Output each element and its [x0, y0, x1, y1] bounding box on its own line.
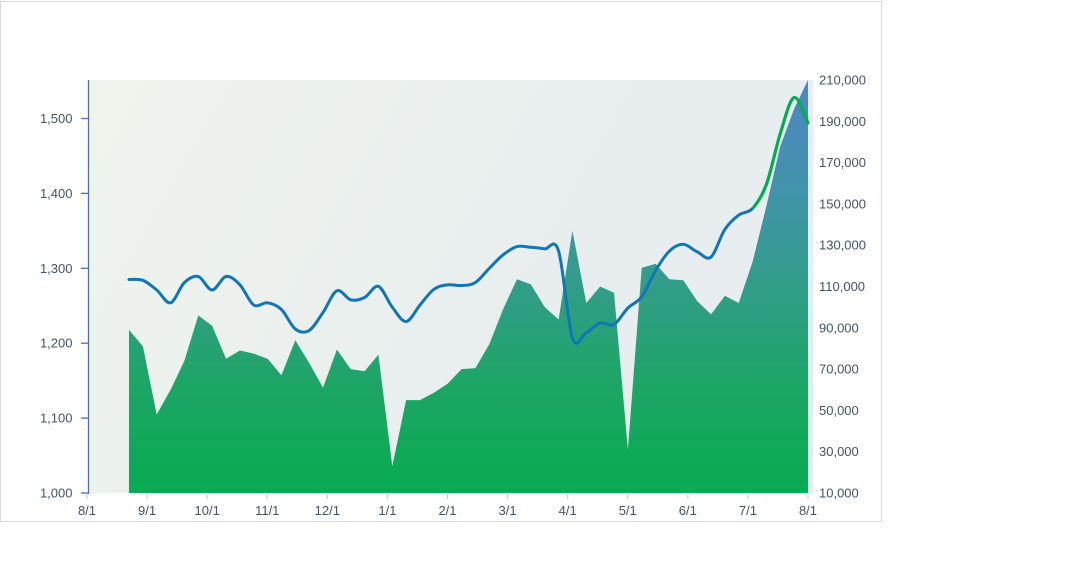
- x-axis-label: 1/1: [378, 503, 396, 518]
- x-axis-label: 9/1: [138, 503, 156, 518]
- left-axis-label: 1,100: [40, 411, 73, 426]
- x-axis-label: 5/1: [619, 503, 637, 518]
- right-axis-label: 190,000: [819, 114, 866, 129]
- x-axis-label: 2/1: [438, 503, 456, 518]
- right-axis-label: 70,000: [819, 362, 859, 377]
- x-axis-label: 8/1: [799, 503, 817, 518]
- x-axis-label: 12/1: [315, 503, 340, 518]
- right-axis-label: 130,000: [819, 238, 866, 253]
- left-axis-label: 1,300: [40, 261, 73, 276]
- right-axis-label: 90,000: [819, 320, 859, 335]
- right-axis-label: 10,000: [819, 486, 859, 501]
- x-axis-label: 3/1: [499, 503, 517, 518]
- left-axis-label: 1,000: [40, 486, 73, 501]
- x-axis-label: 6/1: [679, 503, 697, 518]
- right-axis-label: 110,000: [819, 279, 865, 294]
- right-axis-label: 30,000: [819, 444, 859, 459]
- right-axis-label: 170,000: [819, 155, 866, 170]
- volume-area-series: [129, 80, 808, 493]
- x-axis-label: 10/1: [195, 503, 220, 518]
- right-axis-label: 210,000: [819, 73, 866, 88]
- x-axis-label: 11/1: [255, 503, 279, 518]
- stock-chart-panel[interactable]: 1,000 1,100 1,200 1,300 1,400 1,500 10,000 30,0…: [0, 1, 882, 522]
- left-axis-label: 1,500: [40, 111, 73, 126]
- x-axis-label: 4/1: [559, 503, 577, 518]
- left-axis-label: 1,400: [40, 186, 73, 201]
- price-volume-combo-chart: 1,000 1,100 1,200 1,300 1,400 1,500 10,000 30,0…: [40, 73, 866, 519]
- right-axis-label: 50,000: [819, 403, 859, 418]
- x-axis-label: 7/1: [739, 503, 757, 518]
- x-axis-label: 8/1: [78, 503, 96, 518]
- left-axis-label: 1,200: [40, 336, 73, 351]
- right-axis-label: 150,000: [819, 196, 866, 211]
- price-line-blue-segment: [127, 206, 753, 345]
